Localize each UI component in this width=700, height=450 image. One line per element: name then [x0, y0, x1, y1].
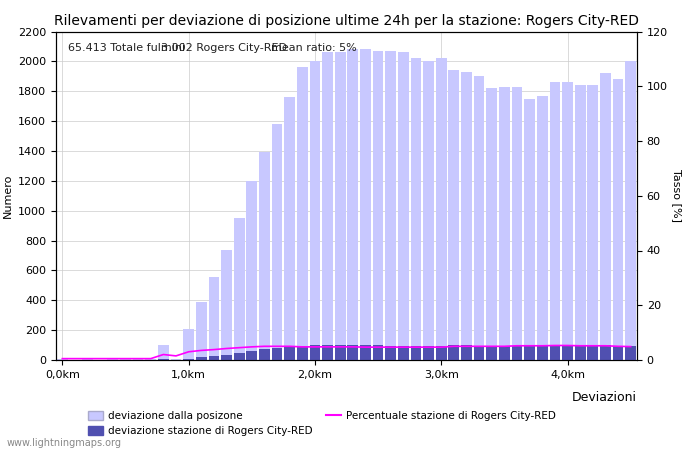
Bar [575, 85, 585, 360]
Text: Deviazioni: Deviazioni [572, 391, 637, 404]
Bar [385, 346, 396, 360]
Bar [234, 353, 244, 360]
Bar [221, 355, 232, 360]
Bar [436, 58, 447, 360]
Bar [537, 346, 547, 360]
Bar [449, 345, 459, 360]
Bar [436, 346, 447, 360]
Y-axis label: Tasso [%]: Tasso [%] [672, 169, 682, 222]
Text: 65.413 Totale fulmini: 65.413 Totale fulmini [68, 43, 185, 53]
Bar [196, 357, 206, 360]
Text: www.lightningmaps.org: www.lightningmaps.org [7, 438, 122, 448]
Bar [499, 87, 510, 360]
Bar [335, 52, 346, 360]
Bar [461, 345, 472, 360]
Bar [612, 79, 624, 360]
Bar [322, 52, 333, 360]
Bar [309, 345, 321, 360]
Bar [347, 50, 358, 360]
Bar [309, 61, 321, 360]
Bar [322, 345, 333, 360]
Bar [221, 249, 232, 360]
Bar [600, 345, 611, 360]
Bar [537, 96, 547, 360]
Bar [486, 346, 497, 360]
Bar [360, 345, 371, 360]
Bar [57, 359, 68, 360]
Bar [272, 124, 282, 360]
Bar [449, 70, 459, 360]
Bar [297, 346, 308, 360]
Bar [486, 88, 497, 360]
Bar [474, 76, 484, 360]
Bar [600, 73, 611, 360]
Bar [524, 346, 535, 360]
Bar [385, 51, 396, 360]
Bar [259, 349, 270, 360]
Bar [284, 97, 295, 360]
Bar [612, 346, 624, 360]
Bar [158, 359, 169, 360]
Bar [398, 346, 409, 360]
Bar [259, 153, 270, 360]
Bar [424, 61, 434, 360]
Bar [411, 58, 421, 360]
Bar [562, 82, 573, 360]
Bar [499, 346, 510, 360]
Bar [347, 345, 358, 360]
Title: Rilevamenti per deviazione di posizione ultime 24h per la stazione: Rogers City-: Rilevamenti per deviazione di posizione … [54, 14, 639, 27]
Y-axis label: Numero: Numero [3, 174, 13, 218]
Bar [246, 351, 257, 360]
Text: 3.002 Rogers City-RED: 3.002 Rogers City-RED [160, 43, 286, 53]
Text: mean ratio: 5%: mean ratio: 5% [271, 43, 357, 53]
Bar [550, 82, 560, 360]
Bar [234, 218, 244, 360]
Bar [297, 68, 308, 360]
Bar [171, 359, 181, 360]
Bar [158, 345, 169, 360]
Bar [587, 345, 598, 360]
Bar [474, 346, 484, 360]
Bar [550, 345, 560, 360]
Bar [196, 302, 206, 360]
Bar [372, 345, 384, 360]
Bar [625, 61, 636, 360]
Bar [398, 52, 409, 360]
Bar [512, 346, 522, 360]
Bar [360, 50, 371, 360]
Bar [246, 181, 257, 360]
Bar [411, 346, 421, 360]
Bar [575, 345, 585, 360]
Bar [524, 99, 535, 360]
Bar [209, 356, 219, 360]
Bar [335, 345, 346, 360]
Bar [146, 359, 156, 360]
Bar [108, 359, 118, 360]
Bar [625, 346, 636, 360]
Bar [284, 347, 295, 360]
Bar [461, 72, 472, 360]
Bar [272, 348, 282, 360]
Bar [133, 359, 144, 360]
Bar [209, 277, 219, 360]
Bar [587, 85, 598, 360]
Bar [183, 328, 194, 360]
Bar [183, 359, 194, 360]
Bar [512, 87, 522, 360]
Bar [372, 51, 384, 360]
Legend: deviazione dalla posizone, deviazione stazione di Rogers City-RED, Percentuale s: deviazione dalla posizone, deviazione st… [83, 407, 561, 440]
Bar [562, 345, 573, 360]
Bar [424, 346, 434, 360]
